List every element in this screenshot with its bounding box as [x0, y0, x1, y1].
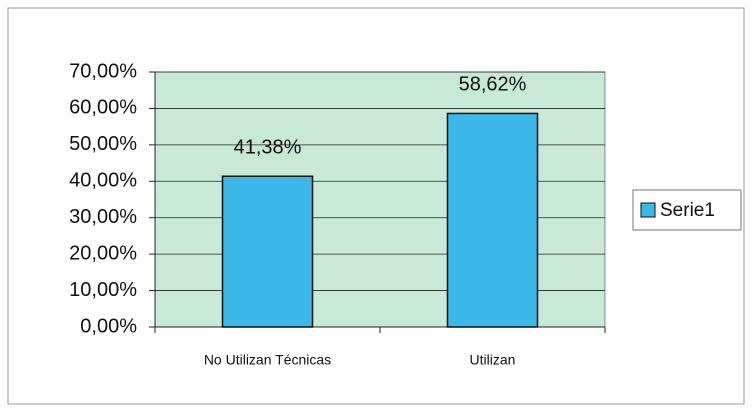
y-tick-label: 40,00% — [69, 170, 137, 192]
y-tick-label: 20,00% — [69, 242, 137, 264]
bar — [221, 175, 314, 328]
y-tick-label: 50,00% — [69, 133, 137, 155]
bar — [446, 112, 539, 328]
y-tick-label: 70,00% — [69, 60, 137, 82]
legend-label: Serie1 — [660, 200, 715, 221]
y-tick-label: 10,00% — [69, 279, 137, 301]
y-tick-label: 0,00% — [80, 315, 137, 337]
x-tick-label: No Utilizan Técnicas — [204, 352, 331, 368]
y-tick-label: 60,00% — [69, 97, 137, 119]
data-label: 41,38% — [234, 137, 302, 159]
x-tick-label: Utilizan — [470, 352, 516, 368]
y-tick-label: 30,00% — [69, 206, 137, 228]
data-label: 58,62% — [459, 74, 527, 96]
legend-swatch — [640, 202, 656, 218]
